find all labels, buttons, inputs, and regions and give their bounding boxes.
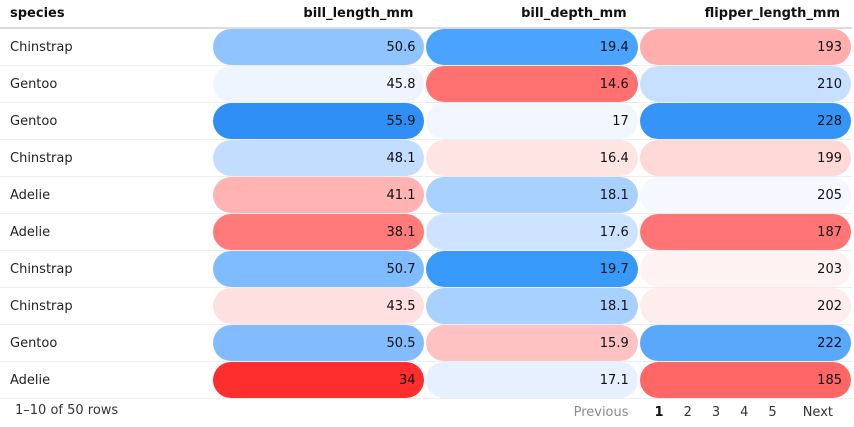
table-row: Chinstrap 48.1 16.4 199: [0, 140, 852, 177]
bill-depth-value: 18.1: [426, 288, 638, 324]
bill-depth-value: 18.1: [426, 177, 638, 213]
flipper-length-value: 205: [639, 177, 851, 213]
bill-depth-cell: 14.6: [425, 66, 639, 103]
bill-depth-value: 15.9: [426, 325, 638, 361]
species-cell: Chinstrap: [0, 288, 213, 325]
table-row: Chinstrap 50.7 19.7 203: [0, 251, 852, 288]
table-body: Chinstrap 50.6 19.4 193 Gentoo 45.8 14.6 210 Gen…: [0, 29, 852, 399]
species-cell: Adelie: [0, 177, 213, 214]
page-button-5[interactable]: 5: [768, 405, 777, 420]
bill-length-value: 50.5: [213, 325, 425, 361]
flipper-length-value: 222: [639, 325, 851, 361]
flipper-length-value: 193: [639, 29, 851, 65]
flipper-length-cell: 187: [638, 214, 852, 251]
flipper-length-cell: 222: [638, 325, 852, 362]
table-row: Gentoo 50.5 15.9 222: [0, 325, 852, 362]
bill-length-cell: 38.1: [212, 214, 426, 251]
bill-length-cell: 43.5: [212, 288, 426, 325]
species-cell: Gentoo: [0, 66, 213, 103]
bill-length-cell: 34: [212, 362, 426, 399]
bill-length-cell: 55.9: [212, 103, 426, 140]
flipper-length-value: 202: [639, 288, 851, 324]
species-cell: Adelie: [0, 362, 213, 399]
bill-length-cell: 50.5: [212, 325, 426, 362]
bill-depth-cell: 18.1: [425, 177, 639, 214]
bill-length-value: 55.9: [213, 103, 425, 139]
page-button-1[interactable]: 1: [654, 405, 664, 420]
bill-depth-cell: 18.1: [425, 288, 639, 325]
bill-length-value: 38.1: [213, 214, 425, 250]
bill-length-cell: 48.1: [212, 140, 426, 177]
data-table-container: species bill_length_mm bill_depth_mm fli…: [0, 0, 852, 399]
flipper-length-cell: 193: [638, 29, 852, 66]
page-button-2[interactable]: 2: [683, 405, 692, 420]
header-row: species bill_length_mm bill_depth_mm fli…: [0, 0, 852, 29]
bill-length-value: 41.1: [213, 177, 425, 213]
bill-length-value: 43.5: [213, 288, 425, 324]
column-header-bill-length[interactable]: bill_length_mm: [212, 0, 426, 29]
species-cell: Gentoo: [0, 103, 213, 140]
bill-length-cell: 45.8: [212, 66, 426, 103]
bill-depth-value: 16.4: [426, 140, 638, 176]
table-row: Gentoo 55.9 17 228: [0, 103, 852, 140]
flipper-length-cell: 210: [638, 66, 852, 103]
bill-depth-value: 19.4: [426, 29, 638, 65]
bill-depth-cell: 15.9: [425, 325, 639, 362]
bill-depth-value: 19.7: [426, 251, 638, 287]
table-header: species bill_length_mm bill_depth_mm fli…: [0, 0, 852, 29]
bill-depth-value: 17: [426, 103, 638, 139]
flipper-length-cell: 228: [638, 103, 852, 140]
bill-length-cell: 41.1: [212, 177, 426, 214]
table-row: Gentoo 45.8 14.6 210: [0, 66, 852, 103]
bill-depth-value: 14.6: [426, 66, 638, 102]
bill-depth-cell: 16.4: [425, 140, 639, 177]
bill-depth-cell: 19.4: [425, 29, 639, 66]
page-button-4[interactable]: 4: [740, 405, 749, 420]
flipper-length-cell: 202: [638, 288, 852, 325]
species-cell: Chinstrap: [0, 140, 213, 177]
flipper-length-cell: 205: [638, 177, 852, 214]
bill-length-value: 34: [213, 362, 425, 398]
column-header-species[interactable]: species: [0, 0, 213, 29]
bill-length-cell: 50.6: [212, 29, 426, 66]
previous-page-button[interactable]: Previous: [573, 405, 629, 420]
pagination: Previous 1 2 3 4 5 Next: [564, 398, 854, 427]
data-table: species bill_length_mm bill_depth_mm fli…: [0, 0, 852, 399]
row-count-info: 1–10 of 50 rows: [15, 403, 119, 418]
bill-length-value: 50.7: [213, 251, 425, 287]
bill-length-value: 50.6: [213, 29, 425, 65]
table-footer: 1–10 of 50 rows Previous 1 2 3 4 5 Next: [0, 398, 854, 427]
species-cell: Adelie: [0, 214, 213, 251]
bill-depth-cell: 19.7: [425, 251, 639, 288]
flipper-length-value: 203: [639, 251, 851, 287]
bill-depth-value: 17.6: [426, 214, 638, 250]
flipper-length-value: 228: [639, 103, 851, 139]
flipper-length-value: 187: [639, 214, 851, 250]
column-header-bill-depth[interactable]: bill_depth_mm: [425, 0, 639, 29]
bill-depth-cell: 17: [425, 103, 639, 140]
flipper-length-cell: 185: [638, 362, 852, 399]
table-row: Chinstrap 50.6 19.4 193: [0, 29, 852, 66]
table-row: Adelie 38.1 17.6 187: [0, 214, 852, 251]
flipper-length-cell: 199: [638, 140, 852, 177]
page-button-3[interactable]: 3: [711, 405, 721, 420]
next-page-button[interactable]: Next: [802, 405, 833, 420]
bill-depth-value: 17.1: [426, 362, 638, 398]
species-cell: Chinstrap: [0, 251, 213, 288]
flipper-length-value: 210: [639, 66, 851, 102]
bill-length-value: 45.8: [213, 66, 425, 102]
bill-depth-cell: 17.1: [425, 362, 639, 399]
table-row: Adelie 41.1 18.1 205: [0, 177, 852, 214]
table-row: Chinstrap 43.5 18.1 202: [0, 288, 852, 325]
bill-length-value: 48.1: [213, 140, 425, 176]
flipper-length-value: 199: [639, 140, 851, 176]
flipper-length-value: 185: [639, 362, 851, 398]
species-cell: Chinstrap: [0, 29, 213, 66]
table-row: Adelie 34 17.1 185: [0, 362, 852, 399]
bill-length-cell: 50.7: [212, 251, 426, 288]
flipper-length-cell: 203: [638, 251, 852, 288]
bill-depth-cell: 17.6: [425, 214, 639, 251]
column-header-flipper-length[interactable]: flipper_length_mm: [638, 0, 852, 29]
species-cell: Gentoo: [0, 325, 213, 362]
